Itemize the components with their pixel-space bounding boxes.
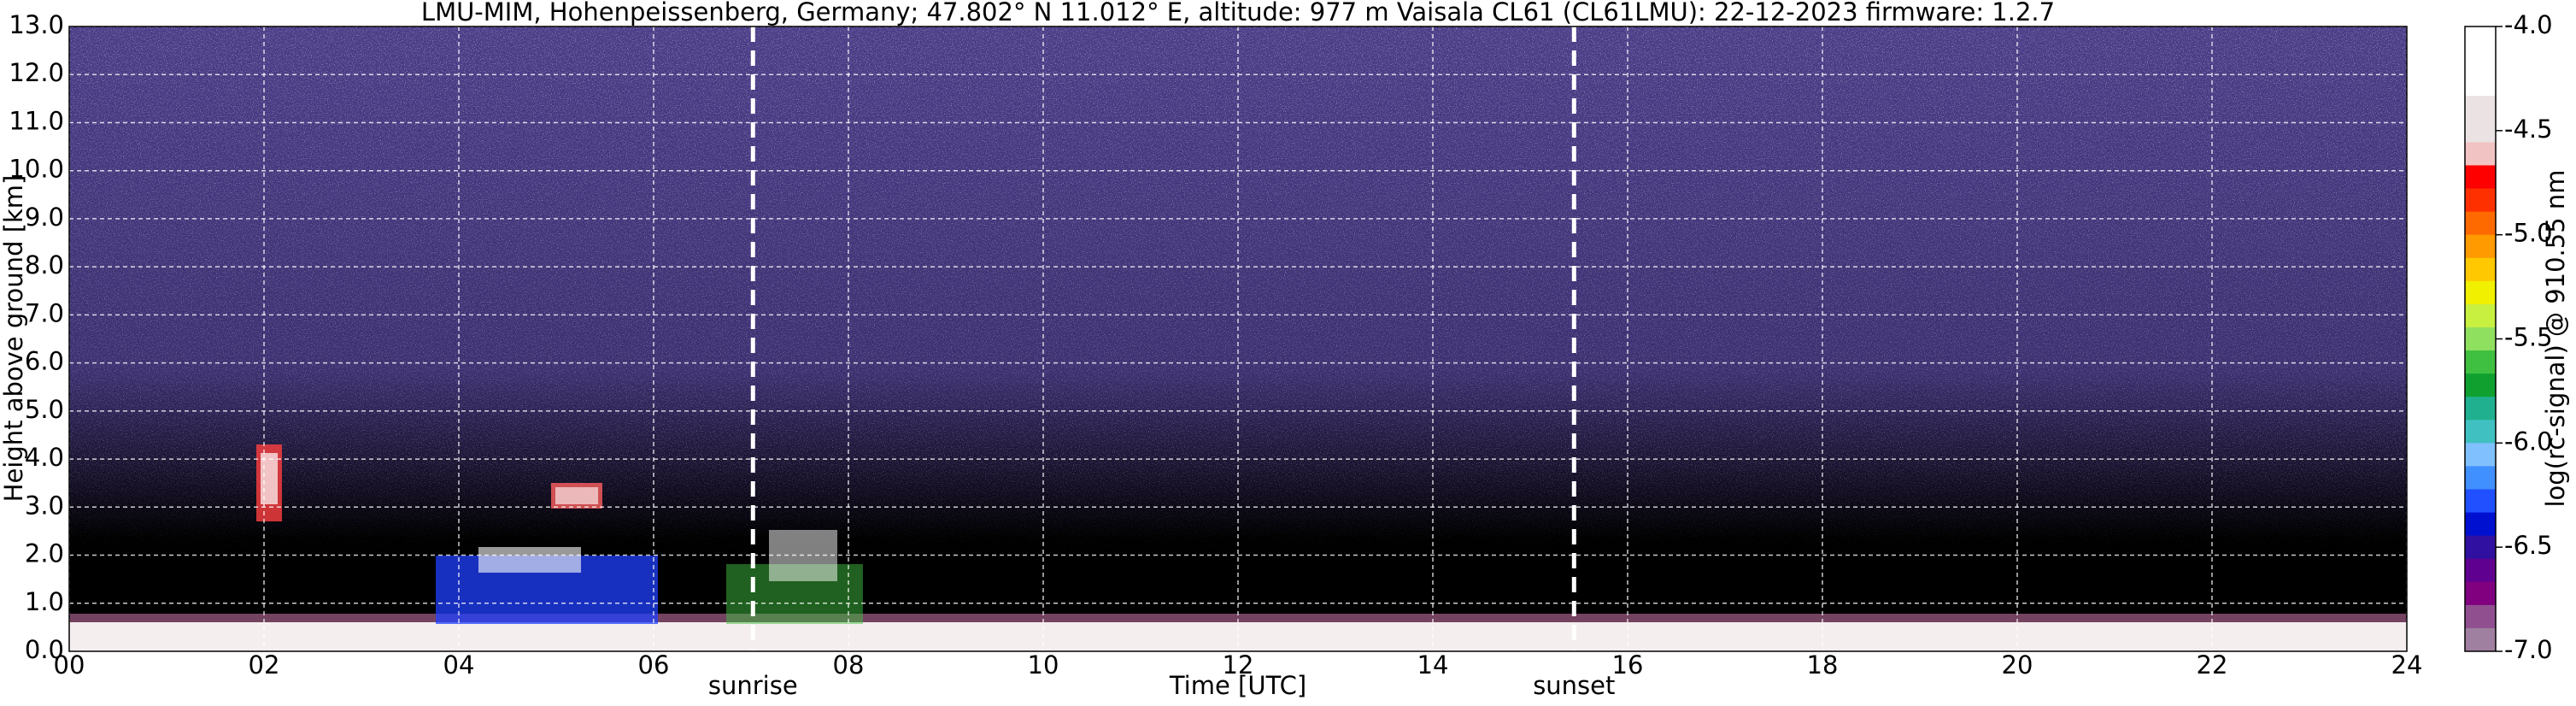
colorbar-band bbox=[2465, 604, 2496, 629]
x-tick-label: 24 bbox=[2391, 650, 2423, 680]
colorbar-tick-label: -7.0 bbox=[2504, 635, 2553, 664]
x-tick-label: 20 bbox=[2002, 650, 2033, 680]
colorbar-band bbox=[2465, 466, 2496, 490]
x-tick-label: 18 bbox=[1807, 650, 1839, 680]
x-tick-label: 08 bbox=[833, 650, 865, 680]
colorbar-label: log(rc-signal) @ 910.55 nm bbox=[2541, 169, 2570, 507]
x-tick-label: 00 bbox=[54, 650, 85, 680]
colorbar-band bbox=[2465, 397, 2496, 421]
colorbar-band bbox=[2465, 374, 2496, 397]
colorbar-band bbox=[2465, 188, 2496, 213]
colorbar-tick-label: -4.5 bbox=[2504, 115, 2553, 144]
colorbar-band bbox=[2465, 257, 2496, 282]
x-tick-label: 04 bbox=[443, 650, 475, 680]
colorbar-band bbox=[2465, 350, 2496, 374]
x-tick-label: 22 bbox=[2197, 650, 2228, 680]
y-tick-label: 2.0 bbox=[25, 539, 64, 568]
x-tick-label: 14 bbox=[1417, 650, 1449, 680]
colorbar-band bbox=[2465, 73, 2496, 97]
colorbar-tick-label: -6.5 bbox=[2504, 531, 2553, 560]
plot-frame bbox=[68, 26, 2408, 652]
colorbar-band bbox=[2465, 96, 2496, 120]
colorbar-band bbox=[2465, 489, 2496, 514]
colorbar-band bbox=[2465, 50, 2496, 74]
colorbar-band bbox=[2465, 303, 2496, 328]
colorbar-band bbox=[2465, 581, 2496, 606]
colorbar-band bbox=[2465, 211, 2496, 236]
y-tick-label: 9.0 bbox=[25, 203, 64, 232]
x-tick-label: 02 bbox=[249, 650, 280, 680]
colorbar-band bbox=[2465, 234, 2496, 259]
colorbar-band bbox=[2465, 280, 2496, 305]
x-axis-label: Time [UTC] bbox=[1169, 671, 1306, 700]
colorbar-tick-label: -4.0 bbox=[2504, 10, 2553, 39]
colorbar-band bbox=[2465, 512, 2496, 537]
colorbar-band bbox=[2465, 142, 2496, 166]
colorbar-band bbox=[2465, 535, 2496, 560]
colorbar-band bbox=[2465, 627, 2496, 652]
colorbar-band bbox=[2465, 327, 2496, 351]
y-tick-label: 6.0 bbox=[25, 347, 64, 376]
colorbar-band bbox=[2465, 420, 2496, 444]
y-tick-label: 1.0 bbox=[25, 587, 64, 616]
annotation-label: sunset bbox=[1533, 671, 1615, 700]
y-tick-label: 13.0 bbox=[9, 10, 64, 39]
colorbar-band bbox=[2465, 165, 2496, 190]
y-tick-label: 11.0 bbox=[9, 106, 64, 135]
y-tick-label: 10.0 bbox=[9, 155, 64, 184]
y-tick-label: 12.0 bbox=[9, 58, 64, 87]
y-tick-label: 4.0 bbox=[25, 443, 64, 472]
colorbar-tick-label: -5.0 bbox=[2504, 219, 2553, 248]
x-tick-label: 12 bbox=[1223, 650, 1254, 680]
colorbar-band bbox=[2465, 26, 2496, 50]
y-tick-label: 7.0 bbox=[25, 298, 64, 327]
colorbar-band bbox=[2465, 558, 2496, 583]
colorbar-tick-label: -6.0 bbox=[2504, 427, 2553, 456]
x-tick-label: 16 bbox=[1612, 650, 1644, 680]
colorbar-band bbox=[2465, 443, 2496, 467]
y-tick-label: 5.0 bbox=[25, 395, 64, 424]
y-axis-label: Height above ground [km] bbox=[0, 175, 28, 503]
x-tick-label: 06 bbox=[638, 650, 670, 680]
x-tick-label: 10 bbox=[1028, 650, 1059, 680]
y-tick-label: 0.0 bbox=[25, 635, 64, 664]
y-tick-label: 8.0 bbox=[25, 250, 64, 279]
y-tick-label: 3.0 bbox=[25, 491, 64, 520]
annotation-label: sunrise bbox=[708, 671, 798, 700]
chart-title: LMU-MIM, Hohenpeissenberg, Germany; 47.8… bbox=[421, 0, 2055, 26]
colorbar-band bbox=[2465, 119, 2496, 143]
colorbar-tick-label: -5.5 bbox=[2504, 323, 2553, 352]
